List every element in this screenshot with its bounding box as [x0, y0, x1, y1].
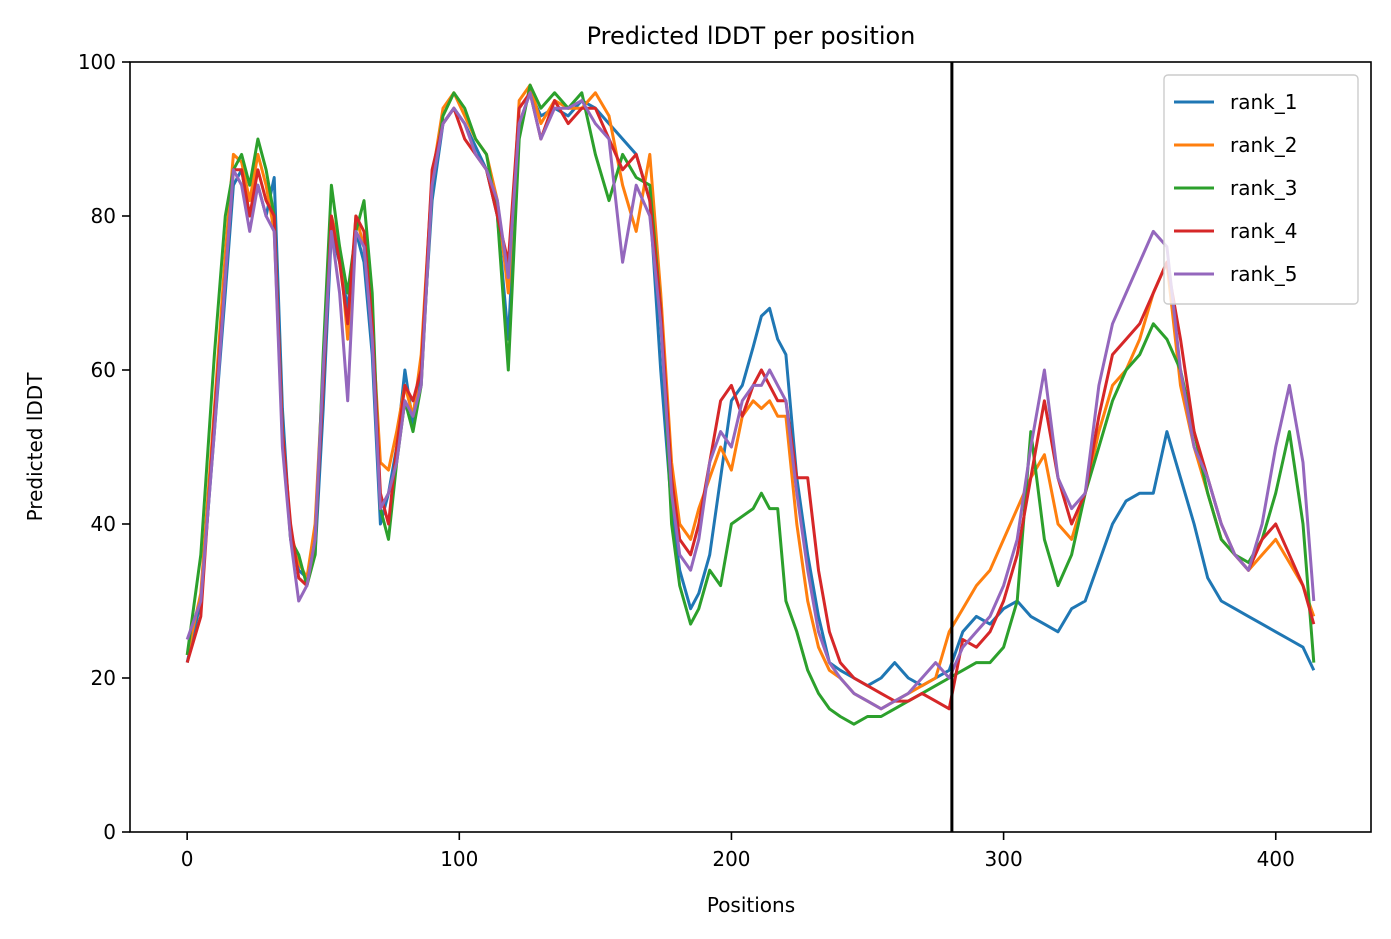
series-line-rank_3: [185, 83, 1316, 726]
series-lines: [185, 83, 1316, 726]
series-line-rank_5: [185, 91, 1316, 711]
y-tick-label: 0: [103, 820, 116, 844]
x-tick-label: 200: [712, 847, 750, 871]
legend-label-rank_2: rank_2: [1230, 133, 1297, 157]
chart-title: Predicted lDDT per position: [587, 22, 916, 50]
y-tick-label: 60: [91, 358, 116, 382]
legend-label-rank_1: rank_1: [1230, 90, 1297, 114]
x-axis-ticks: 0 100 200 300 400: [181, 832, 1295, 871]
x-tick-label: 400: [1257, 847, 1295, 871]
x-tick-label: 100: [440, 847, 478, 871]
x-axis-label: Positions: [707, 893, 795, 917]
legend-label-rank_4: rank_4: [1230, 219, 1297, 243]
y-tick-label: 40: [91, 512, 116, 536]
y-tick-label: 20: [91, 666, 116, 690]
x-tick-label: 0: [181, 847, 194, 871]
y-axis-label: Predicted lDDT: [23, 372, 47, 522]
legend: rank_1 rank_2 rank_3 rank_4 rank_5: [1163, 74, 1359, 305]
y-tick-label: 100: [78, 50, 116, 74]
plot-frame: [129, 61, 1372, 833]
y-axis-ticks: 0 20 40 60 80 100: [78, 50, 130, 844]
legend-label-rank_5: rank_5: [1230, 262, 1297, 286]
y-tick-label: 80: [91, 204, 116, 228]
legend-label-rank_3: rank_3: [1230, 176, 1297, 200]
legend-box: [1163, 74, 1359, 305]
x-tick-label: 300: [985, 847, 1023, 871]
